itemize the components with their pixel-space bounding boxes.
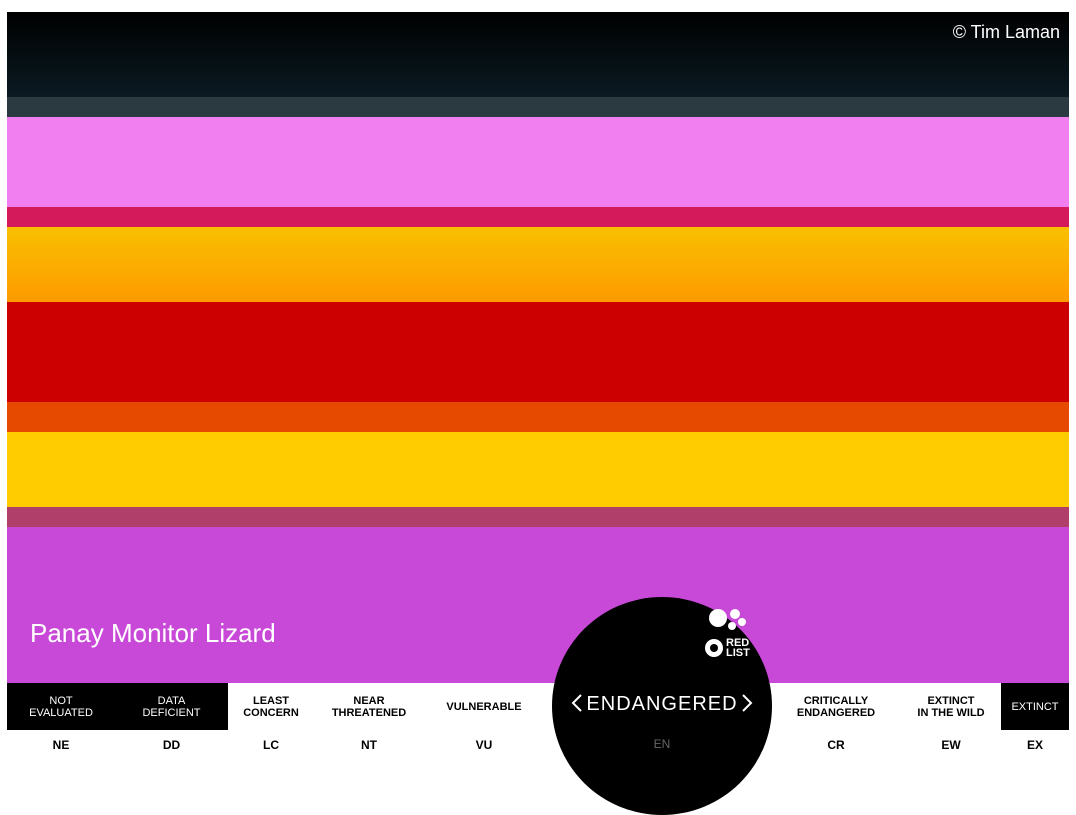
status-code: EW [941,738,961,752]
status-label: IN THE WILD [917,706,985,719]
status-label: NOT [49,694,73,707]
status-label: CONCERN [243,706,299,719]
logo-line: LIST [726,647,750,659]
chevron[interactable] [741,693,753,713]
status-label: EXTINCT [927,694,975,707]
status-code: LC [263,738,279,752]
status-cell: LEAST CONCERN [228,683,314,730]
status-cell: DATA DEFICIENT [115,683,228,730]
selected-label: ENDANGERED [586,693,738,715]
status-bar: NOT EVALUATED DATA DEFICIENT LEAST CONCERN NEA… [7,683,1069,730]
species-name: Panay Monitor Lizard [30,618,276,648]
status-cell: VULNERABLE [424,683,544,730]
status-cell: CRITICALLY ENDANGERED [771,683,901,730]
status-label: THREATENED [331,706,407,719]
status-label: NEAR [353,694,385,707]
selected-highlight [552,597,772,815]
red-list-logo [705,609,746,657]
status-cell: NEAR THREATENED [314,683,424,730]
status-label: DEFICIENT [142,706,201,719]
status-code: NT [361,738,377,752]
status-cell: NOT EVALUATED [7,683,115,730]
status-code: CR [827,738,845,752]
status-cell: EXTINCT [1001,683,1069,730]
status-code: NE [52,738,70,752]
status-label: DATA [157,694,186,707]
selected-code: EN [653,737,671,751]
status-code: EX [1026,738,1043,752]
logo-text: RED LIST [726,637,750,659]
status-cell: EXTINCT IN THE WILD [901,683,1001,730]
species-photo [7,12,1069,683]
status-code: VU [475,738,493,752]
status-label: LEAST [252,694,290,707]
status-label: CRITICALLY [803,694,869,707]
status-label: EXTINCT [1011,700,1059,713]
status-code: DD [162,738,181,752]
status-label: VULNERABLE [446,700,522,713]
selected-status: ENDANGERED [552,693,772,716]
status-label: EVALUATED [29,706,93,719]
status-codes: NE DD LC NT VU CR EW EX [7,730,1069,760]
status-label: ENDANGERED [796,706,876,719]
photo-credit: © Tim Laman [952,22,1060,42]
logo-line: RED [726,637,750,649]
chevron[interactable] [571,693,583,713]
